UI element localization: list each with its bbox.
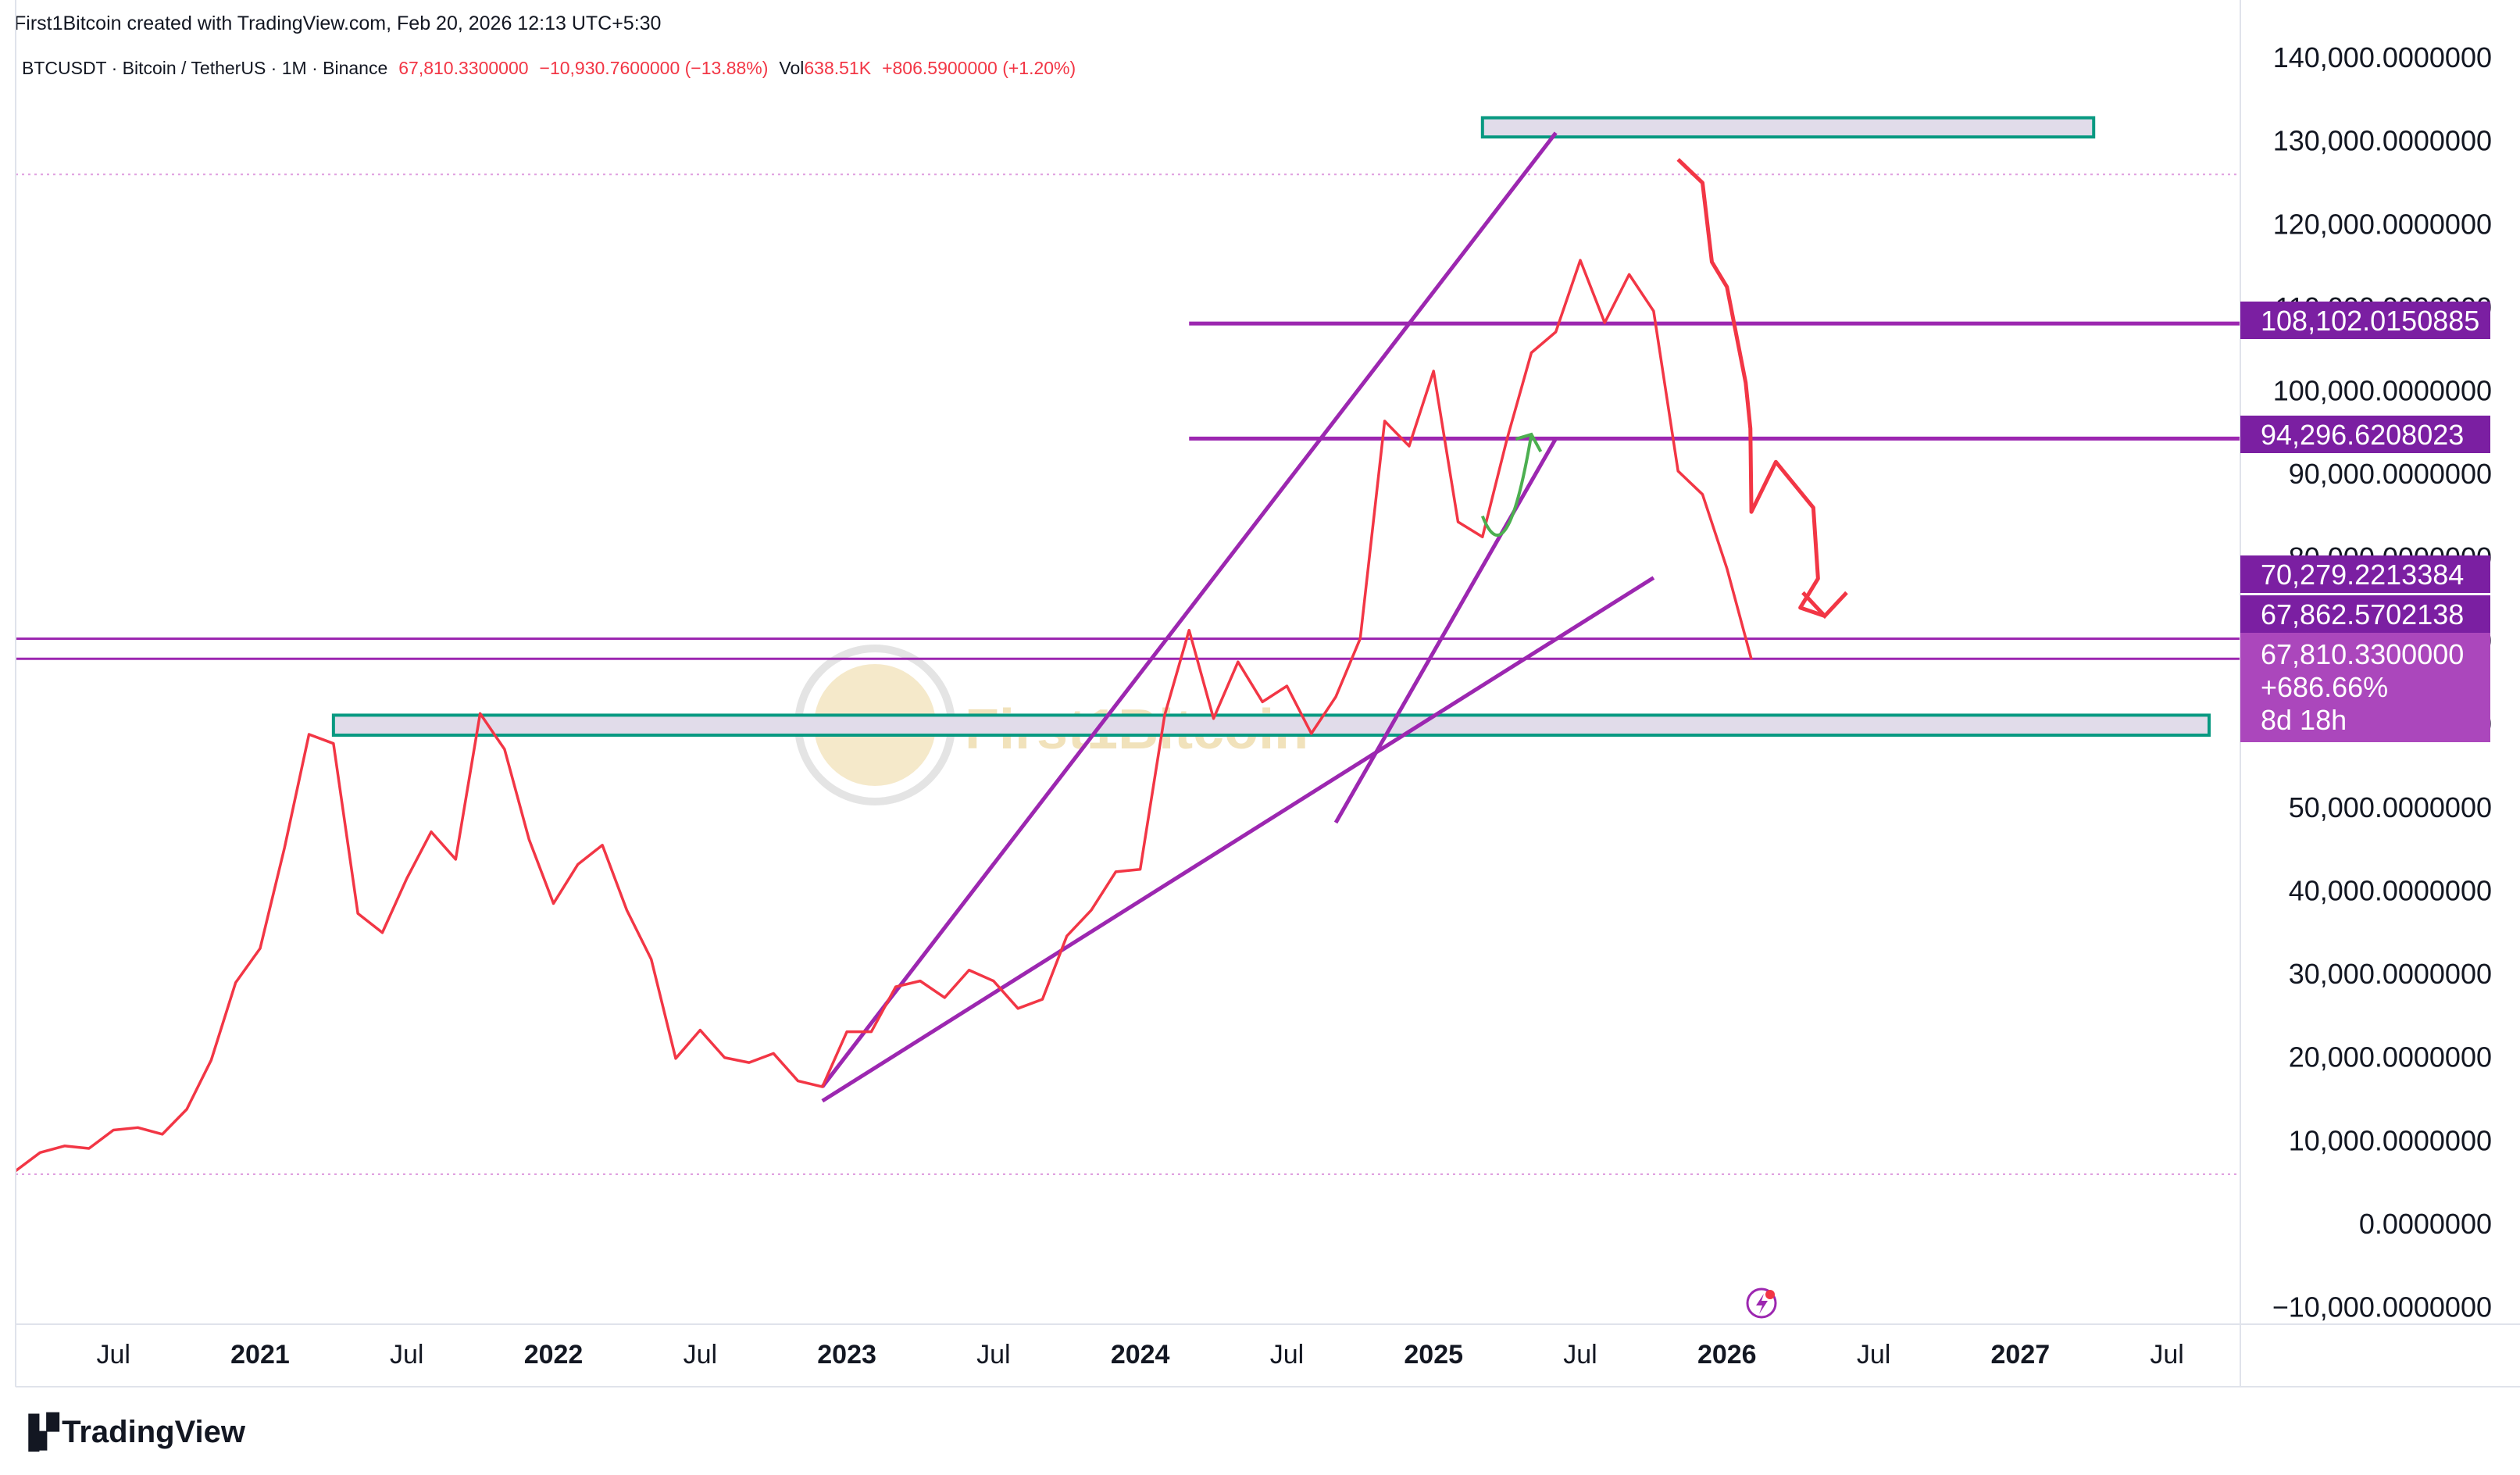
- green-arrowhead: [1515, 432, 1543, 452]
- x-tick-label: Jul: [390, 1340, 423, 1370]
- current-price-badge: [2240, 633, 2490, 742]
- tradingview-logo-icon: ▐▞: [17, 1415, 59, 1449]
- volume-value: 638.51K: [804, 58, 872, 78]
- y-tick-label: 0.0000000: [2359, 1208, 2492, 1240]
- price-badges: 108,102.0150885 94,296.6208023 70,279.2213…: [2240, 302, 2490, 742]
- symbol-name: BTCUSDT · Bitcoin / TetherUS · 1M · Bina…: [22, 58, 388, 78]
- trendline-0: [820, 131, 1558, 1088]
- tradingview-logo-text: TradingView: [62, 1414, 245, 1449]
- y-tick-label: 20,000.0000000: [2289, 1041, 2492, 1073]
- x-tick-label: 2025: [1404, 1340, 1463, 1370]
- level-badge-text: 70,279.2213384: [2261, 559, 2464, 591]
- dotted-levels: [16, 173, 2240, 1176]
- price-line: [14, 259, 1753, 1173]
- current-price-text: 67,810.3300000: [2261, 638, 2464, 670]
- volume-label: Vol: [779, 58, 805, 78]
- alert-dot: [1765, 1290, 1775, 1299]
- y-tick-label: 10,000.0000000: [2289, 1124, 2492, 1156]
- zone-0: [1480, 116, 2096, 139]
- level-badge-text: 108,102.0150885: [2261, 305, 2479, 337]
- level-badge: [2240, 555, 2490, 593]
- x-tick-label: Jul: [1857, 1340, 1890, 1370]
- lightning-icon: [1756, 1294, 1768, 1314]
- horizontal-levels: [16, 321, 2240, 660]
- price-change: −10,930.7600000 (−13.88%): [539, 58, 769, 78]
- x-tick-label: Jul: [976, 1340, 1010, 1370]
- y-tick-label: 90,000.0000000: [2289, 458, 2492, 490]
- axes: [15, 0, 2520, 1388]
- x-tick-label: 2021: [230, 1340, 290, 1370]
- x-tick-label: 2024: [1111, 1340, 1170, 1370]
- tradingview-logo[interactable]: ▐▞ TradingView: [17, 1414, 245, 1450]
- trendline-1: [821, 576, 1655, 1103]
- alert-icon-ring: [1746, 1288, 1777, 1319]
- volume-change: +806.5900000 (+1.20%): [882, 58, 1076, 78]
- last-price: 67,810.3300000: [398, 58, 529, 78]
- current-price-text: 8d 18h: [2261, 704, 2347, 736]
- alert-icon[interactable]: [1746, 1288, 1777, 1319]
- support-resistance-zones: [331, 116, 2211, 738]
- level-badge: [2240, 302, 2490, 339]
- projection-path: [1480, 158, 1848, 620]
- current-price-text: +686.66%: [2261, 671, 2388, 703]
- y-tick-label: 140,000.0000000: [2273, 41, 2492, 73]
- y-tick-label: 100,000.0000000: [2273, 375, 2492, 407]
- level-badge-text: 94,296.6208023: [2261, 419, 2464, 451]
- y-tick-label: 40,000.0000000: [2289, 874, 2492, 906]
- level-badge-text: 67,862.5702138: [2261, 598, 2464, 630]
- y-tick-label: 120,000.0000000: [2273, 208, 2492, 240]
- x-tick-label: Jul: [2150, 1340, 2183, 1370]
- chart-attribution: First1Bitcoin created with TradingView.c…: [14, 12, 662, 34]
- level-badge: [2240, 595, 2490, 633]
- level-badge: [2240, 416, 2490, 453]
- x-tick-label: 2026: [1697, 1340, 1757, 1370]
- x-tick-label: 2022: [524, 1340, 584, 1370]
- x-tick-label: Jul: [96, 1340, 130, 1370]
- zone-1: [331, 713, 2211, 738]
- green-arrow: [1480, 434, 1533, 537]
- x-tick-label: 2023: [817, 1340, 876, 1370]
- x-tick-label: Jul: [1270, 1340, 1304, 1370]
- y-tick-label: 130,000.0000000: [2273, 125, 2492, 157]
- y-tick-label: 30,000.0000000: [2289, 958, 2492, 990]
- projection-line: [1676, 158, 1826, 618]
- x-tick-label: 2027: [1991, 1340, 2051, 1370]
- y-tick-label: −10,000.0000000: [2272, 1291, 2492, 1323]
- y-tick-label: 50,000.0000000: [2289, 791, 2492, 823]
- x-tick-label: Jul: [1563, 1340, 1597, 1370]
- price-series: [14, 259, 1753, 1173]
- x-axis-labels: Jul 2021 Jul 2022 Jul 2023 Jul 2024 Jul 2025 Jul 20…: [96, 1340, 2183, 1370]
- projection-arrowhead: [1801, 591, 1848, 620]
- x-tick-label: Jul: [684, 1340, 717, 1370]
- symbol-legend[interactable]: BTCUSDT · Bitcoin / TetherUS · 1M · Bina…: [22, 58, 1076, 79]
- trendlines: [820, 131, 1655, 1103]
- trendline-2: [1333, 438, 1558, 824]
